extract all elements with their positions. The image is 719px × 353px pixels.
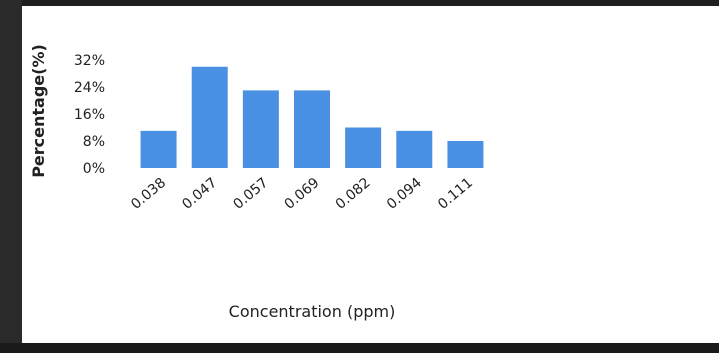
bar-0.047 (191, 66, 228, 168)
x-axis-ticks: 0.038 0.047 0.057 0.069 0.082 0.094 0.111 (128, 175, 476, 213)
y-tick-label: 8% (83, 134, 105, 150)
x-tick-label: 0.038 (128, 175, 169, 213)
x-tick-label: 0.057 (230, 175, 271, 213)
left-border (0, 0, 22, 353)
y-tick-label: 16% (74, 107, 105, 123)
y-tick-label: 24% (74, 80, 105, 96)
bar-0.094 (396, 130, 433, 168)
x-tick-label: 0.111 (435, 175, 476, 213)
x-tick-label: 0.082 (333, 175, 374, 213)
x-tick-label: 0.069 (282, 175, 323, 213)
bar-0.057 (242, 90, 279, 168)
bar-0.038 (140, 130, 177, 168)
chart-card (22, 6, 719, 343)
y-axis-label: Percentage(%) (29, 44, 48, 178)
y-axis-ticks: 32% 24% 16% 8% 0% (74, 53, 105, 177)
bottom-border (0, 343, 719, 353)
y-tick-label: 0% (83, 161, 105, 177)
bar-0.111 (447, 141, 484, 168)
x-axis-label: Concentration (ppm) (229, 302, 396, 321)
x-tick-label: 0.094 (384, 175, 425, 213)
bar-0.069 (294, 90, 330, 168)
y-tick-label: 32% (74, 53, 105, 69)
x-tick-label: 0.047 (179, 175, 220, 213)
bar-0.082 (345, 127, 382, 168)
bars (140, 66, 484, 168)
